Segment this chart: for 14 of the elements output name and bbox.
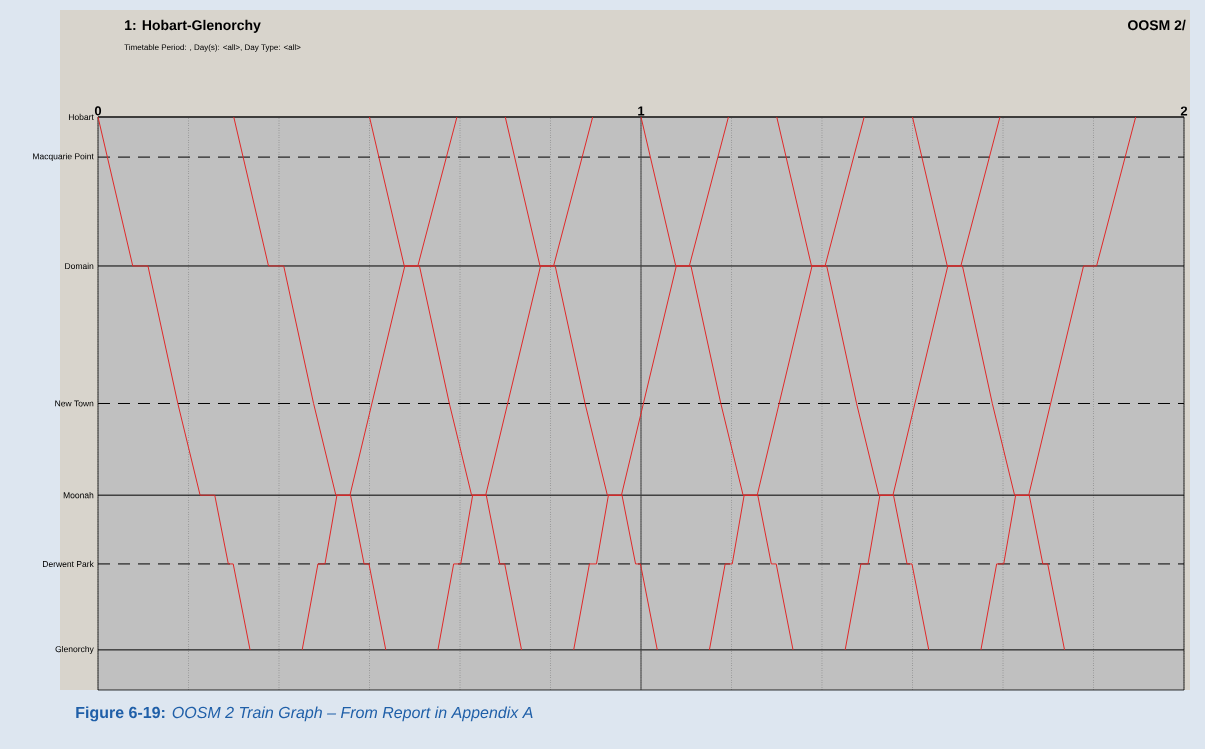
x-tick-label: 0 xyxy=(94,106,102,116)
ref-line-label: Moonah xyxy=(63,492,94,499)
ref-line-label: Hobart xyxy=(68,113,94,121)
ref-line-label: Domain xyxy=(65,262,94,270)
ref-line-label: New Town xyxy=(55,400,94,407)
text: OOSM 2/ xyxy=(1128,19,1186,31)
ref-line-label: Derwent Park xyxy=(43,560,94,568)
ref-line-label: Glenorchy xyxy=(55,645,94,654)
chart-title: 1: Hobart-Glenorchy xyxy=(125,19,261,33)
text: Figure 6-19: OOSM 2 Train Graph – From Report in Appendix A xyxy=(76,706,533,722)
x-tick-label: 2 xyxy=(1180,106,1188,116)
chart-subtitle: Timetable Period: , Day(s): <all>, Day Type: <all> xyxy=(124,44,301,52)
x-tick-label: 1 xyxy=(638,106,645,116)
ref-line-label: Macquarie Point xyxy=(33,153,94,162)
